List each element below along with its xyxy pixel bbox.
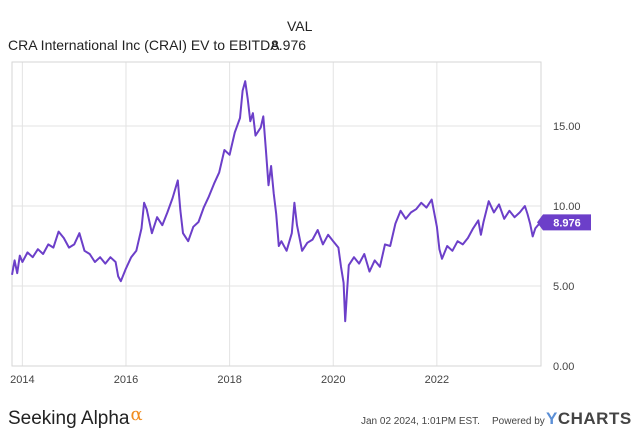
x-tick-label: 2020 bbox=[321, 374, 345, 386]
legend-column-header: VAL bbox=[287, 18, 313, 34]
y-tick-label: 0.00 bbox=[553, 361, 574, 373]
series-lines bbox=[11, 80, 542, 323]
chart-timestamp: Jan 02 2024, 1:01PM EST. bbox=[361, 416, 480, 427]
y-axis-ticks: 0.00 5.00 10.00 15.00 bbox=[553, 121, 581, 373]
powered-by-text: Powered by bbox=[492, 416, 545, 427]
plot-border bbox=[11, 61, 542, 367]
legend-series-name: CRA International Inc (CRAI) EV to EBITD… bbox=[8, 37, 280, 53]
y-tick-label: 5.00 bbox=[553, 281, 574, 293]
last-value-label: 8.976 bbox=[537, 214, 591, 231]
y-tick-label: 15.00 bbox=[553, 121, 581, 133]
x-axis-ticks: 2014 2016 2018 2020 2022 bbox=[10, 374, 449, 386]
last-value-badge bbox=[537, 214, 591, 231]
seeking-alpha-logo: Seeking Alphaα bbox=[8, 404, 143, 430]
legend-series-value: 8.976 bbox=[271, 37, 307, 53]
seeking-alpha-text: Seeking Alpha bbox=[8, 408, 130, 429]
ycharts-logo: YCHARTS bbox=[546, 409, 632, 429]
x-tick-label: 2016 bbox=[114, 374, 138, 386]
last-value-text: 8.976 bbox=[553, 217, 581, 229]
x-tick-label: 2018 bbox=[217, 374, 241, 386]
x-tick-label: 2014 bbox=[10, 374, 34, 386]
series-line bbox=[11, 80, 542, 323]
y-tick-label: 10.00 bbox=[553, 201, 581, 213]
ev-ebitda-chart: 2014 2016 2018 2020 2022 0.005.0010.0015.00 … bbox=[10, 61, 591, 386]
chart-frame bbox=[11, 61, 542, 367]
ycharts-y-icon: Y bbox=[546, 409, 558, 428]
alpha-icon: α bbox=[130, 404, 143, 425]
ycharts-wordmark: CHARTS bbox=[557, 409, 632, 428]
x-tick-label: 2022 bbox=[425, 374, 449, 386]
